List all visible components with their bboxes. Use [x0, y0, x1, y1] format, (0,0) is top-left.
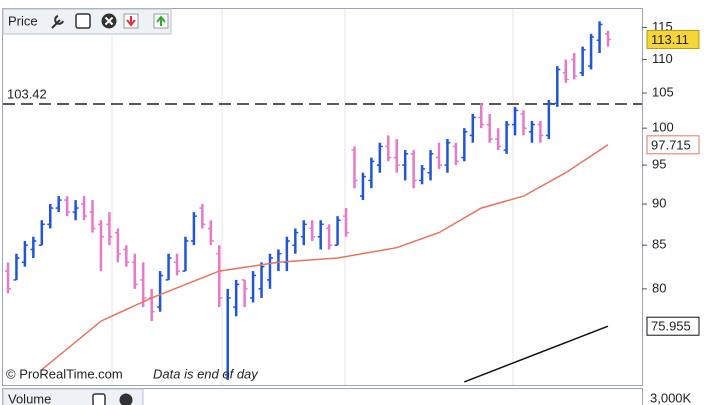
icon-down[interactable]	[123, 13, 139, 29]
icon-close[interactable]	[119, 393, 133, 405]
plot-frame	[2, 8, 643, 386]
icon-window[interactable]	[75, 13, 91, 29]
volume-tick-label: 3,000K	[650, 390, 692, 405]
moving-average	[41, 144, 609, 371]
copyright: © ProRealTime.com	[6, 366, 123, 381]
icon-settings[interactable]	[51, 15, 64, 29]
y-tick-label: 100	[652, 120, 674, 135]
y-tick-label: 85	[652, 237, 666, 252]
icon-window[interactable]	[92, 393, 106, 405]
y-tick-label: 90	[652, 195, 666, 210]
value-box-label: 97.715	[651, 137, 691, 152]
y-tick-label: 110	[652, 51, 673, 66]
value-box	[646, 316, 700, 336]
level-label: 103.42	[7, 86, 47, 101]
volume-title: Volume	[8, 391, 51, 405]
moving-average	[464, 325, 609, 383]
value-box-label: 113.11	[651, 32, 689, 47]
panel-title: Price	[8, 13, 38, 28]
icon-close[interactable]	[101, 13, 117, 29]
value-box	[646, 135, 700, 155]
y-tick-label: 105	[652, 84, 674, 99]
y-tick-label: 80	[652, 280, 666, 295]
y-tick-label: 95	[652, 157, 666, 172]
value-box-label: 75.955	[651, 319, 691, 334]
volume-header	[2, 388, 144, 405]
data-note: Data is end of day	[153, 366, 259, 381]
icon-up[interactable]	[153, 13, 169, 29]
value-box	[646, 29, 700, 49]
